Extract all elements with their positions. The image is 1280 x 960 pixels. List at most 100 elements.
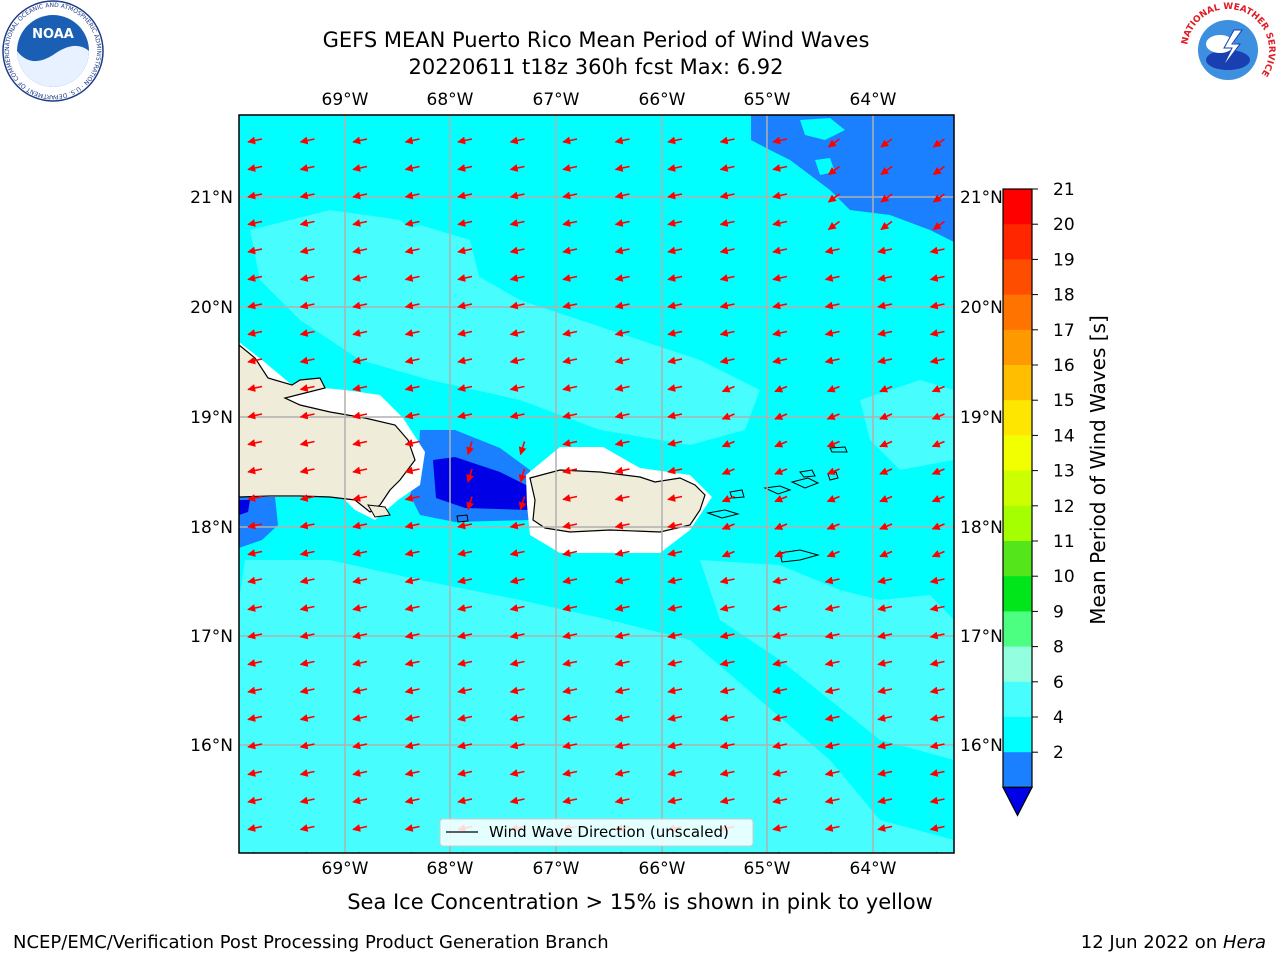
wave-arrow [299,769,315,777]
wave-arrow [719,796,735,805]
wave-arrow [929,246,945,255]
colorbar-segment [1003,576,1032,612]
lon-label-top: 64°W [850,90,897,110]
wave-arrow [457,274,473,282]
wave-arrow [404,191,420,200]
wave-arrow [929,356,945,365]
wave-arrow [404,466,420,475]
wave-arrow [466,441,474,456]
wave-arrow [614,246,630,255]
wave-arrow [509,769,525,777]
wave-arrow [299,164,315,172]
colorbar-segment [1003,541,1032,577]
wave-arrow [614,851,624,853]
lat-label-left: 18°N [190,518,233,538]
wave-arrow [299,411,315,420]
wave-arrow [772,769,788,777]
wave-arrow [929,329,945,337]
wave-arrow [667,274,683,282]
wave-arrow [719,246,735,255]
wave-arrow [824,604,840,612]
colorbar-tick-label: 11 [1053,532,1075,552]
wave-arrow [929,301,945,310]
wave-arrow [299,494,315,502]
wave-arrow [404,796,420,805]
wave-arrow [352,384,368,392]
wave-arrow [404,494,420,502]
wave-arrow [352,549,368,557]
wave-arrow [719,631,735,640]
wave-arrow [509,164,525,172]
wave-arrow [824,356,840,365]
wind-wave-arrows [247,136,945,853]
lat-label-right: 17°N [960,627,1003,647]
wave-arrow [457,576,473,585]
wave-arrow [299,384,315,392]
wave-arrow [614,329,630,337]
lat-label-right: 21°N [960,188,1003,208]
wave-arrow [772,631,788,640]
wave-arrow [774,550,788,558]
wave-arrow [562,741,578,750]
wave-arrow [457,686,473,695]
hispaniola-land [239,344,416,513]
wave-arrow [929,631,945,640]
wave-arrow [457,164,473,172]
wave-arrow [404,549,420,557]
wave-arrow [404,769,420,777]
wave-arrow [404,411,420,420]
wave-arrow [614,274,630,282]
wave-arrow [518,468,527,483]
wave-arrow [299,521,315,530]
wave-arrow [247,301,263,310]
wave-arrow [562,219,578,227]
wave-arrow [509,521,525,530]
wave-arrow [932,165,945,176]
wave-arrow [877,631,893,640]
colorbar-segment [1003,611,1032,648]
wave-arrow [352,631,368,640]
wave-arrow [562,411,578,420]
nws-logo-icon: NATIONAL WEATHER SERVICE [1179,1,1277,99]
wave-arrow [299,576,315,585]
wave-arrow [509,741,525,750]
wave-arrow [247,136,263,145]
wave-arrow [614,411,630,420]
wave-arrow [509,576,525,585]
colorbar-segment [1003,646,1032,683]
wave-arrow [719,219,735,227]
wave-arrow [457,851,466,853]
wave-arrow [772,714,788,722]
wave-arrow [562,769,578,777]
wave-arrow [667,411,683,420]
wave-arrow [247,219,263,227]
wave-arrow [827,138,840,148]
wave-arrow [614,521,630,530]
wave-arrow [247,851,256,853]
wave-arrow [457,191,473,200]
wave-arrow [614,466,630,475]
wave-arrow [827,220,840,231]
wave-arrow [562,246,578,255]
wave-arrow [562,164,578,172]
wave-arrow [772,164,788,172]
lat-label-left: 17°N [190,627,233,647]
wave-arrow [879,385,893,393]
wave-arrow [509,851,519,853]
wave-arrow [509,659,525,667]
wave-arrow [562,631,578,640]
wave-arrow [509,356,525,365]
wave-arrow [667,631,683,640]
wave-arrow [509,136,525,145]
wave-arrow [247,384,263,392]
wave-arrow [774,467,788,475]
wave-arrow [667,356,683,365]
colorbar-tick-label: 10 [1053,567,1075,587]
lat-label-right: 20°N [960,298,1003,318]
footer-date-text: 12 Jun 2022 on [1080,932,1223,953]
wave-arrow [247,604,263,612]
plot-subtitle: 20220611 t18z 360h fcst Max: 6.92 [408,55,784,79]
wave-arrow [299,631,315,640]
colorbar-tick-label: 20 [1053,215,1075,235]
colorbar-segment [1003,435,1032,472]
